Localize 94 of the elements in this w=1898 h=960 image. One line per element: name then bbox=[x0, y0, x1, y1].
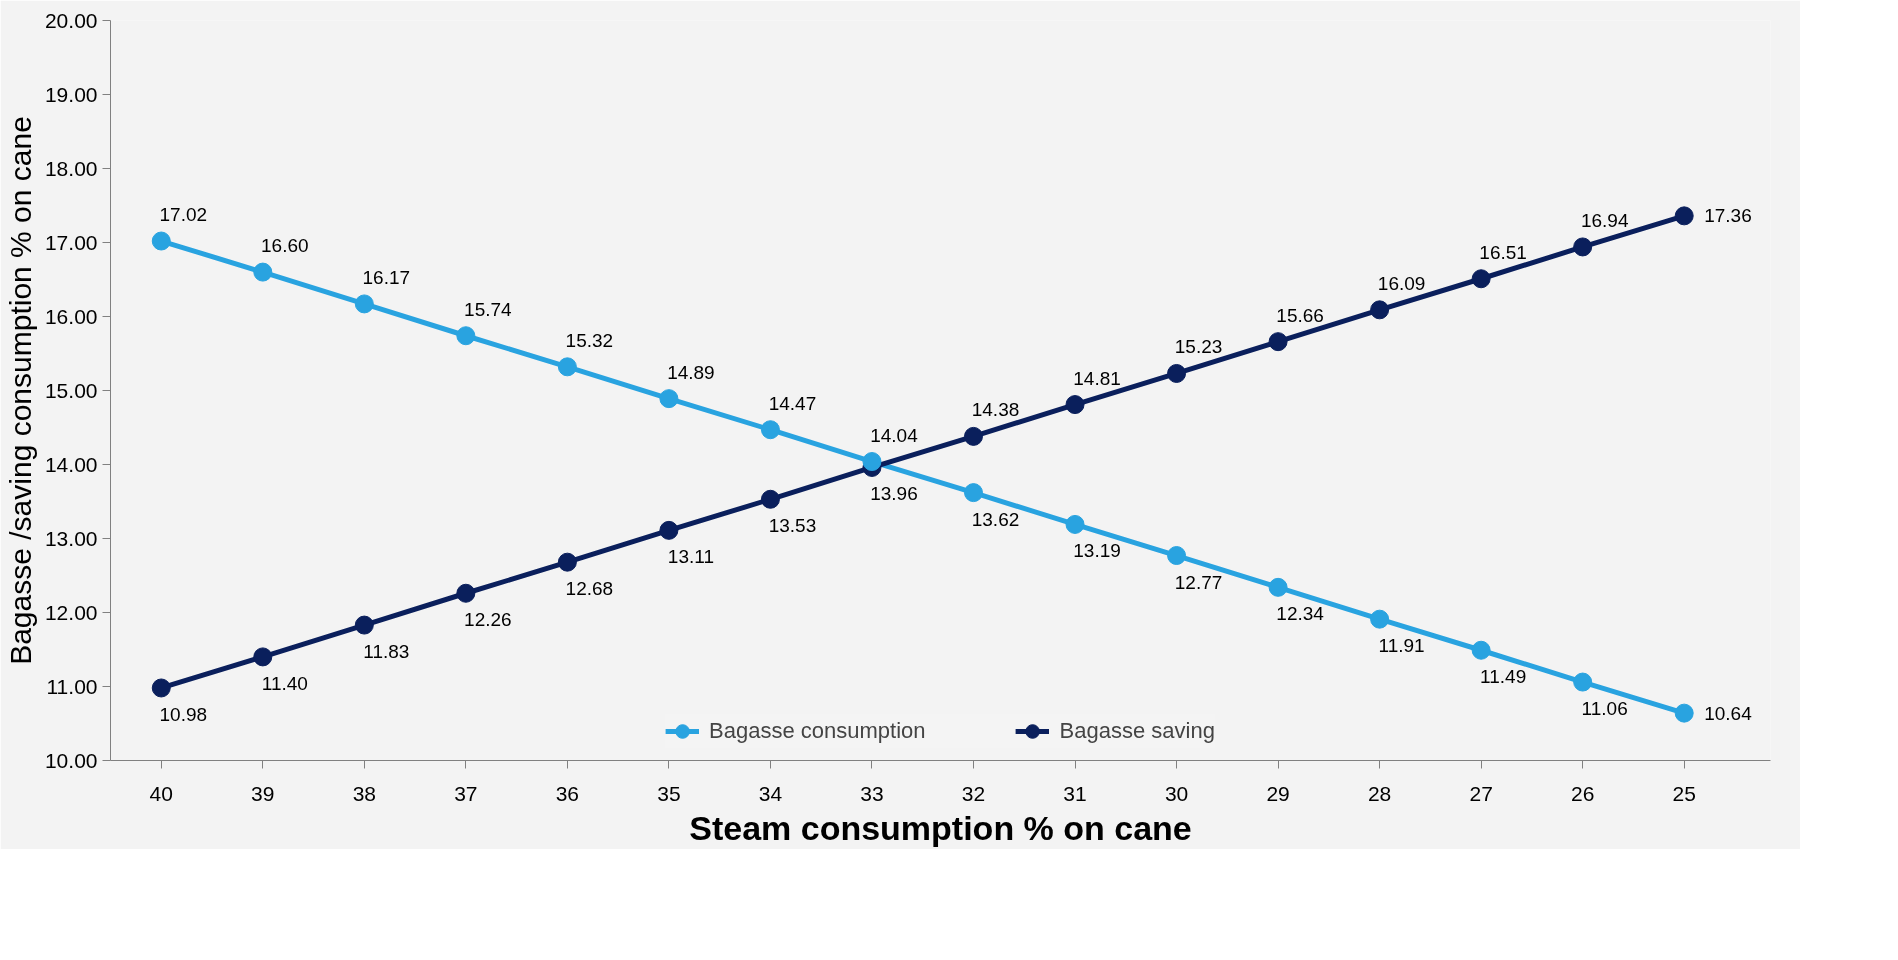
point bbox=[1167, 364, 1187, 383]
point bbox=[456, 583, 476, 603]
data-label: 11.91 bbox=[1378, 635, 1425, 657]
data-label: 10.64 bbox=[1704, 702, 1753, 724]
data-label: 16.60 bbox=[261, 235, 309, 257]
point bbox=[760, 420, 780, 440]
data-label: 15.23 bbox=[1174, 336, 1223, 358]
x-tick-label: 28 bbox=[1367, 781, 1392, 805]
data-label: 11.83 bbox=[363, 641, 410, 663]
data-label: 12.34 bbox=[1276, 603, 1325, 625]
x-tick-label: 29 bbox=[1266, 781, 1290, 805]
point bbox=[253, 647, 273, 667]
data-label: 15.32 bbox=[565, 329, 614, 351]
y-tick-label: 18.00 bbox=[44, 156, 98, 180]
point bbox=[1065, 395, 1085, 415]
point bbox=[354, 615, 374, 635]
point bbox=[1573, 672, 1593, 692]
data-label: 13.19 bbox=[1073, 540, 1121, 562]
point bbox=[659, 389, 679, 409]
y-tick-label: 16.00 bbox=[44, 304, 98, 328]
point bbox=[1471, 269, 1491, 289]
x-tick-label: 37 bbox=[454, 781, 478, 805]
point bbox=[1370, 300, 1390, 320]
data-label: 14.81 bbox=[1073, 367, 1121, 389]
x-tick-label: 32 bbox=[961, 781, 986, 805]
data-label: 14.47 bbox=[768, 392, 817, 414]
data-label: 12.26 bbox=[464, 609, 512, 631]
data-label: 11.49 bbox=[1480, 666, 1527, 688]
y-tick-label: 12.00 bbox=[44, 600, 98, 624]
x-tick-label: 30 bbox=[1164, 781, 1189, 805]
x-tick-label: 31 bbox=[1063, 781, 1087, 805]
data-label: 14.38 bbox=[971, 399, 1020, 421]
point bbox=[760, 489, 780, 509]
data-label: 15.66 bbox=[1276, 304, 1324, 326]
point bbox=[1268, 332, 1288, 352]
point bbox=[253, 262, 273, 282]
point bbox=[557, 357, 577, 377]
data-label: 13.96 bbox=[870, 483, 918, 505]
x-tick-label: 38 bbox=[352, 781, 376, 805]
point bbox=[1674, 206, 1694, 226]
data-label: 16.09 bbox=[1377, 272, 1426, 294]
x-tick-label: 40 bbox=[149, 781, 173, 805]
y-tick-label: 14.00 bbox=[44, 452, 98, 476]
point bbox=[1674, 703, 1694, 723]
point bbox=[456, 326, 476, 346]
data-label: 15.74 bbox=[464, 298, 513, 320]
legend-label: Bagasse consumption bbox=[709, 718, 926, 744]
point bbox=[151, 231, 171, 251]
x-tick-label: 35 bbox=[657, 781, 681, 805]
point bbox=[862, 452, 882, 472]
x-tick-label: 34 bbox=[758, 781, 783, 805]
point bbox=[1471, 640, 1491, 660]
data-label: 13.53 bbox=[768, 515, 817, 537]
data-label: 10.98 bbox=[159, 703, 208, 725]
point bbox=[1065, 514, 1085, 534]
y-tick-label: 10.00 bbox=[44, 748, 98, 772]
data-label: 17.36 bbox=[1704, 205, 1752, 227]
data-label: 11.06 bbox=[1581, 698, 1628, 720]
y-tick-label: 15.00 bbox=[44, 378, 98, 402]
y-tick-label: 17.00 bbox=[44, 230, 98, 254]
point bbox=[354, 294, 374, 314]
point bbox=[1573, 237, 1593, 257]
x-tick-label: 26 bbox=[1570, 781, 1595, 805]
data-label: 14.04 bbox=[870, 424, 919, 446]
x-tick-label: 36 bbox=[555, 781, 580, 805]
point bbox=[964, 426, 983, 446]
point bbox=[659, 520, 679, 540]
data-label: 12.68 bbox=[565, 578, 614, 600]
x-axis-title: Steam consumption % on cane bbox=[689, 808, 1192, 847]
data-label: 13.11 bbox=[667, 546, 714, 568]
data-label: 12.77 bbox=[1174, 571, 1223, 593]
data-label: 17.02 bbox=[159, 204, 208, 226]
y-axis-title: Bagasse /saving consumption % on cane bbox=[3, 116, 37, 665]
data-label: 16.51 bbox=[1479, 241, 1527, 263]
x-tick-label: 39 bbox=[251, 781, 275, 805]
data-label: 14.89 bbox=[667, 361, 715, 383]
legend-label: Bagasse saving bbox=[1059, 718, 1215, 744]
point bbox=[1268, 577, 1288, 597]
x-tick-label: 27 bbox=[1469, 781, 1493, 805]
y-tick-label: 11.00 bbox=[46, 674, 98, 698]
data-label: 16.94 bbox=[1580, 209, 1629, 231]
x-tick-label: 33 bbox=[860, 781, 884, 805]
y-tick-label: 20.00 bbox=[44, 8, 98, 32]
y-tick-label: 13.00 bbox=[44, 526, 98, 550]
point bbox=[964, 483, 983, 503]
point bbox=[151, 678, 171, 698]
data-label: 16.17 bbox=[362, 266, 411, 288]
point bbox=[557, 552, 577, 572]
point bbox=[1370, 609, 1390, 629]
y-tick-label: 19.00 bbox=[44, 82, 98, 106]
data-label: 11.40 bbox=[261, 672, 308, 694]
point bbox=[1167, 546, 1187, 565]
x-tick-label: 25 bbox=[1672, 781, 1696, 805]
data-label: 13.62 bbox=[971, 508, 1020, 530]
